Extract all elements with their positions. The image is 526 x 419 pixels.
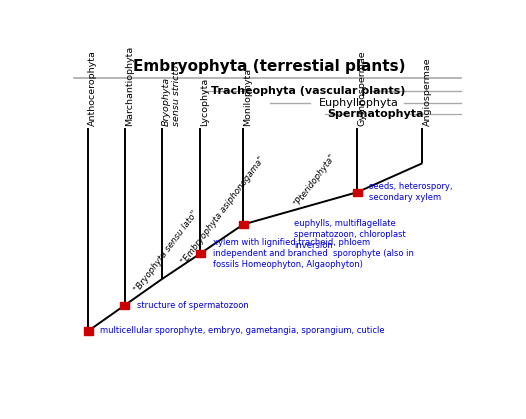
Bar <box>239 221 248 228</box>
Text: "Pteridophyta": "Pteridophyta" <box>292 153 337 208</box>
Text: "Embryophyta asiphonogama": "Embryophyta asiphonogama" <box>180 155 267 266</box>
Text: seeds, heterospory,
secondary xylem: seeds, heterospory, secondary xylem <box>369 182 453 202</box>
Bar <box>196 250 205 257</box>
Text: "Bryophyta sensu lato": "Bryophyta sensu lato" <box>133 209 200 294</box>
Text: Marchantiophyta: Marchantiophyta <box>125 46 134 126</box>
Text: Angiospermae: Angiospermae <box>422 57 431 126</box>
Text: Lycophyta: Lycophyta <box>200 78 209 126</box>
Text: euphylls, multiflagellate
spermatozoon, chloroplast
inversion: euphylls, multiflagellate spermatozoon, … <box>294 219 406 250</box>
Bar <box>353 189 362 196</box>
Bar <box>84 327 93 334</box>
Text: multicellular sporophyte, embryo, gametangia, sporangium, cuticle: multicellular sporophyte, embryo, gameta… <box>100 326 385 336</box>
Text: Bryophyta
sensu stricto: Bryophyta sensu stricto <box>161 65 181 126</box>
Text: Gymnospermae: Gymnospermae <box>357 50 366 126</box>
Text: Embryophyta (terrestial plants): Embryophyta (terrestial plants) <box>133 59 406 74</box>
Text: Euphyllophyta: Euphyllophyta <box>319 98 399 108</box>
Text: xylem with lignified tracheid, phloem
independent and branched  sporophyte (also: xylem with lignified tracheid, phloem in… <box>213 238 413 269</box>
Text: Monilophyta: Monilophyta <box>243 68 252 126</box>
Text: Anthocerophyta: Anthocerophyta <box>88 50 97 126</box>
Text: Spermatophyta: Spermatophyta <box>327 109 424 119</box>
Text: Tracheophyta (vascular plants): Tracheophyta (vascular plants) <box>211 85 406 96</box>
Bar <box>120 302 129 309</box>
Text: structure of spermatozoon: structure of spermatozoon <box>137 301 249 310</box>
